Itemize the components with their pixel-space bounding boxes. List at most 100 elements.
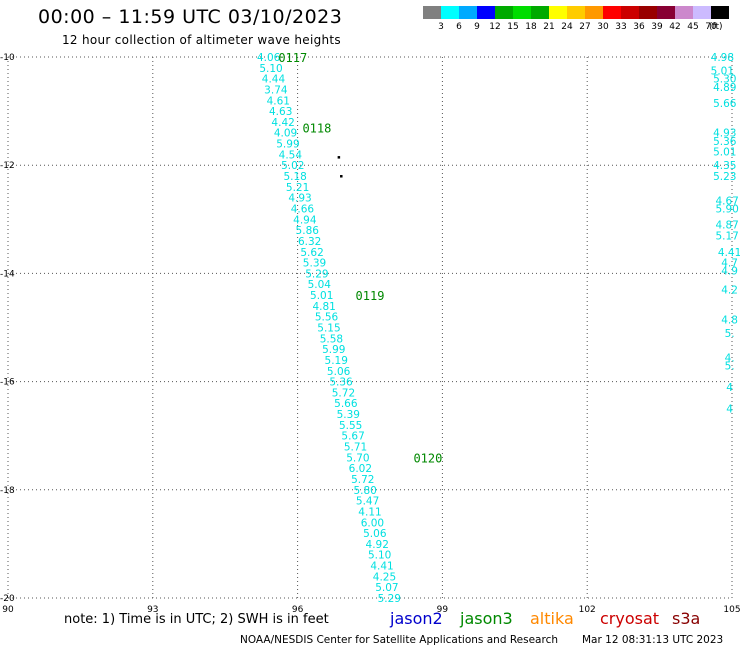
lon-tick-label: 105 xyxy=(723,605,740,615)
swh-value-track-a: 4.42 xyxy=(271,117,294,129)
swh-value-track-b: 4.7 xyxy=(721,258,738,270)
swh-value-track-a: 5.07 xyxy=(375,582,398,594)
colorbar-label: 70 xyxy=(705,22,717,32)
colorbar-swatch xyxy=(477,6,495,19)
swh-value-track-a: 4.94 xyxy=(293,214,317,226)
swh-value-track-b: 5. xyxy=(725,328,735,340)
lat-tick-label: -14 xyxy=(0,269,15,279)
swh-value-track-b: 4.35 xyxy=(713,160,736,172)
lat-tick-label: -20 xyxy=(0,594,15,604)
lon-tick-label: 102 xyxy=(579,605,596,615)
pass-time-label: 0120 xyxy=(413,451,442,465)
swh-value-track-a: 5.99 xyxy=(276,139,299,151)
colorbar-swatch xyxy=(423,6,441,19)
swh-value-track-a: 5.19 xyxy=(325,355,348,367)
swh-value-track-a: 5.66 xyxy=(334,398,358,410)
colorbar-swatch xyxy=(711,6,729,19)
colorbar-label: 42 xyxy=(669,22,681,32)
colorbar-swatch xyxy=(657,6,675,19)
swh-value-track-b: 4.89 xyxy=(713,82,736,94)
colorbar-label: 9 xyxy=(474,22,480,32)
swh-value-track-b: 4.93 xyxy=(713,128,736,140)
colorbar-swatch xyxy=(531,6,549,19)
island-marker xyxy=(340,175,343,178)
swh-value-track-b: 4.41 xyxy=(718,247,740,259)
swh-value-track-a: 4.81 xyxy=(312,301,335,313)
swh-value-track-b: 4.9 xyxy=(721,266,738,278)
swh-value-track-a: 5.36 xyxy=(329,377,353,389)
footer-note: note: 1) Time is in UTC; 2) SWH is in fe… xyxy=(64,612,329,627)
swh-value-track-a: 5.29 xyxy=(378,593,401,605)
swh-value-track-b: 4.8 xyxy=(721,314,738,326)
colorbar-label: 3 xyxy=(438,22,444,32)
swh-value-track-a: 6.02 xyxy=(349,463,372,475)
colorbar-label: 36 xyxy=(633,22,645,32)
colorbar-label: 39 xyxy=(651,22,663,32)
satellite-name-jason3: jason3 xyxy=(460,609,513,628)
swh-value-track-a: 4.66 xyxy=(291,203,315,215)
swh-value-track-a: 5.10 xyxy=(259,63,282,75)
swh-value-track-a: 4.61 xyxy=(267,95,290,107)
swh-value-track-a: 5.06 xyxy=(363,528,387,540)
swh-value-track-a: 4.06 xyxy=(257,52,281,64)
swh-value-track-b: 5.01 xyxy=(713,147,736,159)
lat-tick-label: -10 xyxy=(0,53,15,63)
swh-value-track-a: 5.39 xyxy=(337,409,360,421)
colorbar-label: 33 xyxy=(615,22,627,32)
colorbar-swatch xyxy=(585,6,603,19)
page-title: 00:00 – 11:59 UTC 03/10/2023 xyxy=(38,6,343,28)
colorbar-label: 12 xyxy=(489,22,501,32)
swh-value-track-a: 4.11 xyxy=(358,506,381,518)
swh-value-track-b: 4.98 xyxy=(711,52,734,64)
page-subtitle: 12 hour collection of altimeter wave hei… xyxy=(62,33,341,47)
swh-value-track-a: 5.47 xyxy=(356,496,379,508)
satellite-name-jason2: jason2 xyxy=(390,609,443,628)
lat-tick-label: -16 xyxy=(0,378,15,388)
swh-value-track-a: 5.99 xyxy=(322,344,345,356)
colorbar-label: 15 xyxy=(507,22,519,32)
swh-value-track-a: 5.86 xyxy=(296,225,320,237)
lon-tick-label: 96 xyxy=(292,605,304,615)
colorbar-swatch xyxy=(495,6,513,19)
colorbar-label: 21 xyxy=(543,22,555,32)
swh-value-track-a: 5.39 xyxy=(303,258,326,270)
colorbar-swatch xyxy=(603,6,621,19)
pass-time-label: 0118 xyxy=(302,121,331,135)
swh-value-track-a: 5.10 xyxy=(368,550,391,562)
colorbar-label: 27 xyxy=(579,22,591,32)
colorbar-swatch xyxy=(459,6,477,19)
swh-value-track-a: 5.62 xyxy=(300,247,323,259)
swh-value-track-a: 4.25 xyxy=(373,571,396,583)
colorbar-swatch xyxy=(513,6,531,19)
colorbar-swatch xyxy=(621,6,639,19)
swh-value-track-a: 5.02 xyxy=(281,160,304,172)
colorbar-unit: (ft) xyxy=(709,22,723,32)
swh-value-track-a: 4.54 xyxy=(279,149,303,161)
swh-value-track-b: 5.23 xyxy=(713,171,736,183)
lat-tick-label: -18 xyxy=(0,486,15,496)
generation-timestamp: Mar 12 08:31:13 UTC 2023 xyxy=(582,634,724,646)
colorbar-label: 45 xyxy=(687,22,699,32)
swh-value-track-a: 4.41 xyxy=(370,561,393,573)
colorbar-label: 6 xyxy=(456,22,462,32)
swh-value-track-b: 4.87 xyxy=(715,220,738,232)
island-marker xyxy=(337,156,341,159)
swh-value-track-a: 5.04 xyxy=(308,279,332,291)
swh-value-track-b: 4.2 xyxy=(721,285,738,297)
lon-tick-label: 93 xyxy=(147,605,158,615)
satellite-name-cryosat: cryosat xyxy=(600,609,660,628)
swh-value-track-a: 5.70 xyxy=(346,452,369,464)
swh-value-track-a: 5.72 xyxy=(332,387,355,399)
swh-value-track-a: 5.55 xyxy=(339,420,362,432)
credit-text: NOAA/NESDIS Center for Satellite Applica… xyxy=(240,634,558,646)
swh-value-track-b: 5.01 xyxy=(711,66,734,78)
swh-value-track-a: 5.80 xyxy=(353,485,376,497)
swh-value-track-a: 5.01 xyxy=(310,290,333,302)
swh-value-track-a: 5.72 xyxy=(351,474,374,486)
colorbar-swatch xyxy=(639,6,657,19)
swh-value-track-b: 4 xyxy=(726,382,733,394)
swh-value-track-a: 5.58 xyxy=(320,333,343,345)
colorbar-label: 24 xyxy=(561,22,573,32)
colorbar-label: 30 xyxy=(597,22,609,32)
